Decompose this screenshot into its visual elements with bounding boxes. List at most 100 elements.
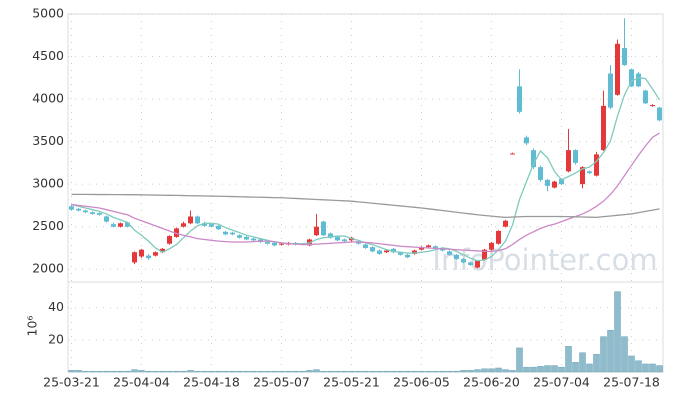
candle-body xyxy=(342,239,347,242)
candle-body xyxy=(97,213,102,215)
candle-body xyxy=(475,260,480,268)
volume-bar xyxy=(313,369,320,373)
volume-bar xyxy=(642,363,649,373)
candle-body xyxy=(139,249,144,257)
candle-body xyxy=(209,224,214,227)
volume-bar xyxy=(285,370,292,373)
volume-bar xyxy=(306,370,313,373)
volume-bar xyxy=(628,355,635,373)
volume-tick-label: 40 xyxy=(48,299,64,314)
candle-body xyxy=(510,153,515,155)
volume-bar xyxy=(495,367,502,373)
volume-bar xyxy=(551,365,558,373)
moving-average xyxy=(71,77,661,262)
volume-bar xyxy=(523,366,530,373)
candle-body xyxy=(419,247,424,250)
candle-body xyxy=(321,221,326,236)
x-tick-label: 25-05-07 xyxy=(253,375,310,390)
candle-body xyxy=(125,222,130,227)
candle-body xyxy=(496,230,501,244)
volume-bar xyxy=(173,370,180,373)
volume-bar xyxy=(194,370,201,373)
candle-body xyxy=(195,216,200,224)
x-tick-label: 25-04-18 xyxy=(183,375,240,390)
volume-bar xyxy=(425,370,432,373)
volume-bar xyxy=(411,370,418,373)
volume-bar xyxy=(222,370,229,373)
x-tick-label: 25-06-20 xyxy=(463,375,520,390)
volume-bar xyxy=(572,362,579,373)
candle-body xyxy=(83,210,88,213)
candle-body xyxy=(622,48,627,66)
candle-body xyxy=(230,232,235,235)
y-tick-label: 2500 xyxy=(32,218,64,233)
candle-body xyxy=(174,228,179,237)
volume-bar xyxy=(110,370,117,373)
candle-body xyxy=(559,179,564,185)
candle-body xyxy=(566,150,571,172)
volume-bar xyxy=(271,370,278,373)
volume-bar xyxy=(138,370,145,373)
candle-body xyxy=(314,226,319,236)
candle-body xyxy=(328,233,333,238)
volume-bar xyxy=(516,347,523,373)
candle-body xyxy=(524,137,529,144)
volume-bar xyxy=(229,370,236,373)
volume-axis-label: 10⁶ xyxy=(25,316,40,337)
volume-bar xyxy=(432,370,439,373)
volume-bar xyxy=(537,366,544,373)
volume-bar xyxy=(376,370,383,373)
candle-body xyxy=(615,43,620,95)
candle-body xyxy=(468,262,473,265)
volume-bar xyxy=(474,369,481,373)
candle-body xyxy=(111,224,116,227)
moving-average xyxy=(71,193,660,218)
volume-bar xyxy=(481,368,488,373)
candle-body xyxy=(384,250,389,253)
candle-body xyxy=(202,223,207,226)
volume-bar xyxy=(341,370,348,373)
volume-bar xyxy=(453,370,460,373)
candle-body xyxy=(447,251,452,255)
volume-bar xyxy=(390,370,397,373)
volume-bar xyxy=(215,370,222,373)
volume-bar xyxy=(467,370,474,373)
volume-bar xyxy=(502,369,509,373)
volume-bar xyxy=(117,370,124,373)
volume-bar xyxy=(614,291,621,373)
candle-body xyxy=(244,236,249,240)
candle-body xyxy=(594,154,599,176)
candle-body xyxy=(370,247,375,252)
y-tick-label: 4500 xyxy=(32,48,64,63)
candle-body xyxy=(76,208,81,211)
candle-body xyxy=(538,167,543,180)
volume-bar xyxy=(509,370,516,373)
volume-bar xyxy=(250,370,257,373)
candle-body xyxy=(454,254,459,260)
candle-body xyxy=(482,249,487,260)
volume-bar xyxy=(621,336,628,373)
volume-bar xyxy=(264,370,271,373)
candle-body xyxy=(216,225,221,230)
volume-bar xyxy=(600,336,607,373)
candle-body xyxy=(601,105,606,151)
volume-bar xyxy=(369,370,376,373)
volume-bar xyxy=(362,370,369,373)
x-tick-label: 25-03-21 xyxy=(43,375,100,390)
volume-bar xyxy=(187,370,194,373)
candle-body xyxy=(188,216,193,224)
volume-bar xyxy=(544,365,551,373)
volume-bar xyxy=(656,365,663,373)
volume-bar xyxy=(89,370,96,373)
volume-bar xyxy=(257,370,264,373)
volume-bar xyxy=(278,370,285,373)
x-tick-label: 25-07-04 xyxy=(533,375,590,390)
candle-body xyxy=(433,246,438,248)
candle-body xyxy=(132,252,137,263)
candle-body xyxy=(335,236,340,241)
candle-body xyxy=(503,220,508,227)
candle-body xyxy=(552,181,557,188)
x-tick-label: 25-05-21 xyxy=(323,375,380,390)
volume-bar xyxy=(579,352,586,373)
